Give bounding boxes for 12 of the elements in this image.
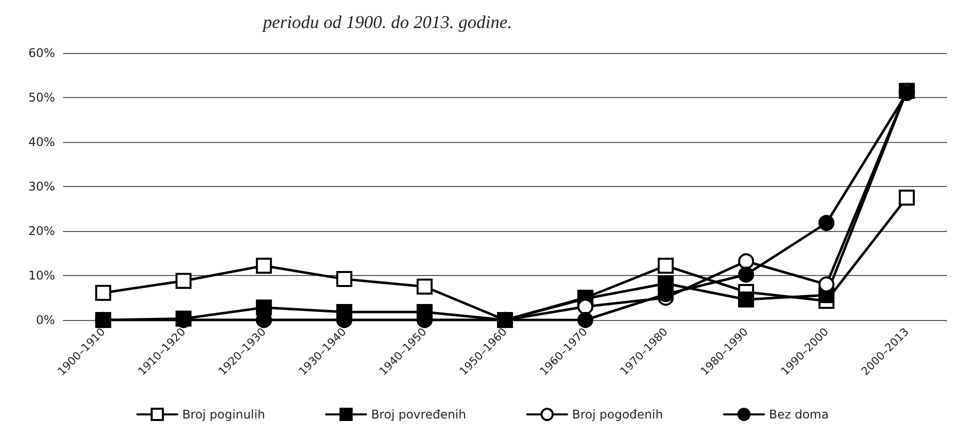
- legend-label: Broj povređenih: [371, 407, 466, 422]
- y-tick-label: 50%: [28, 90, 55, 104]
- y-tick-label: 30%: [28, 180, 55, 194]
- y-tick-label: 60%: [28, 46, 55, 60]
- legend-label: Broj pogođenih: [572, 407, 663, 422]
- y-tick-label: 40%: [28, 135, 55, 149]
- legend-label: Broj poginulih: [182, 407, 266, 422]
- y-tick-label: 0%: [36, 313, 55, 327]
- chart-title: periodu od 1900. do 2013. godine.: [261, 12, 512, 32]
- y-tick-label: 10%: [28, 268, 55, 282]
- legend-label: Bez doma: [768, 407, 829, 422]
- y-tick-label: 20%: [28, 224, 55, 238]
